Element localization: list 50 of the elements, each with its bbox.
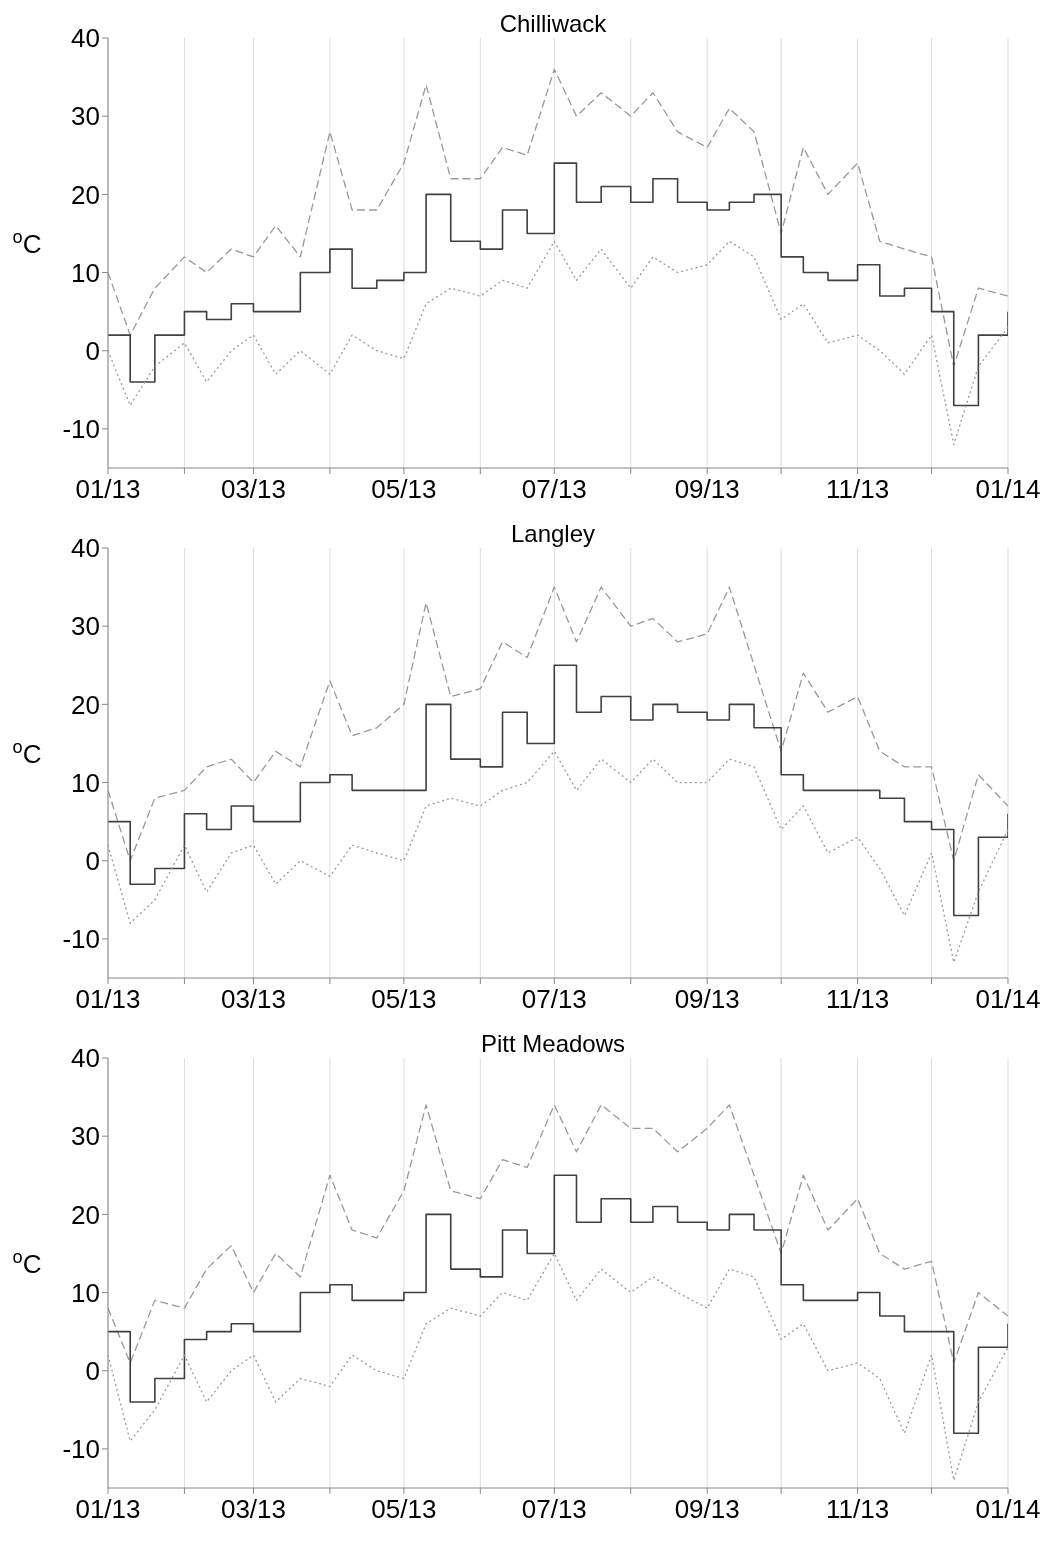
- x-tick-label: 09/13: [674, 984, 740, 1015]
- y-tick-label: 0: [85, 1355, 100, 1386]
- x-tick-label: 03/13: [220, 984, 287, 1015]
- x-tick-label: 11/13: [826, 1494, 890, 1525]
- x-tick-label: 05/13: [371, 1494, 437, 1525]
- x-tick-label: 01/13: [75, 1494, 141, 1525]
- y-axis-title: $^{o}$C: [12, 227, 42, 259]
- x-tick-label: 11/13: [826, 474, 890, 505]
- line-series: [108, 240, 1008, 446]
- chart-title: Chilliwack: [499, 10, 607, 37]
- x-tick-label: 01/14: [975, 984, 1041, 1015]
- x-tick-label: 03/13: [220, 1494, 287, 1525]
- x-tick-label: 11/13: [826, 984, 890, 1015]
- y-tick-label: 30: [71, 1121, 100, 1152]
- line-series: [108, 586, 1008, 862]
- y-axis-title: $^{o}$C: [12, 1247, 42, 1279]
- y-axis-title: $^{o}$C: [12, 737, 42, 769]
- line-series: [108, 750, 1008, 964]
- x-tick-label: 01/14: [975, 474, 1041, 505]
- chart-title: Langley: [510, 520, 596, 547]
- x-tick-label: 03/13: [220, 474, 287, 505]
- x-tick-label: 07/13: [521, 474, 587, 505]
- chart-title: Pitt Meadows: [480, 1030, 626, 1057]
- x-tick-label: 01/14: [975, 1494, 1041, 1525]
- line-series: [108, 1104, 1008, 1364]
- x-tick-label: 05/13: [371, 474, 437, 505]
- y-tick-label: 30: [71, 611, 100, 642]
- y-tick-label: 40: [71, 1043, 100, 1074]
- x-tick-label: 07/13: [521, 1494, 587, 1525]
- y-tick-label: -10: [62, 924, 100, 955]
- x-tick-label: 01/13: [75, 984, 141, 1015]
- y-tick-label: 0: [85, 845, 100, 876]
- x-tick-label: 05/13: [371, 984, 437, 1015]
- y-tick-label: 40: [71, 23, 100, 54]
- y-tick-label: 10: [71, 1277, 100, 1308]
- x-tick-label: 01/13: [75, 474, 141, 505]
- y-tick-label: 40: [71, 533, 100, 564]
- y-tick-label: -10: [62, 1434, 100, 1465]
- y-tick-label: -10: [62, 414, 100, 445]
- y-tick-label: 20: [71, 179, 100, 210]
- y-tick-label: 30: [71, 101, 100, 132]
- y-tick-label: 10: [71, 767, 100, 798]
- y-tick-label: 0: [85, 335, 100, 366]
- x-tick-label: 09/13: [674, 474, 740, 505]
- y-tick-label: 20: [71, 1199, 100, 1230]
- line-series: [108, 1252, 1008, 1481]
- x-tick-label: 07/13: [521, 984, 587, 1015]
- y-tick-label: 20: [71, 689, 100, 720]
- y-tick-label: 10: [71, 257, 100, 288]
- x-tick-label: 09/13: [674, 1494, 740, 1525]
